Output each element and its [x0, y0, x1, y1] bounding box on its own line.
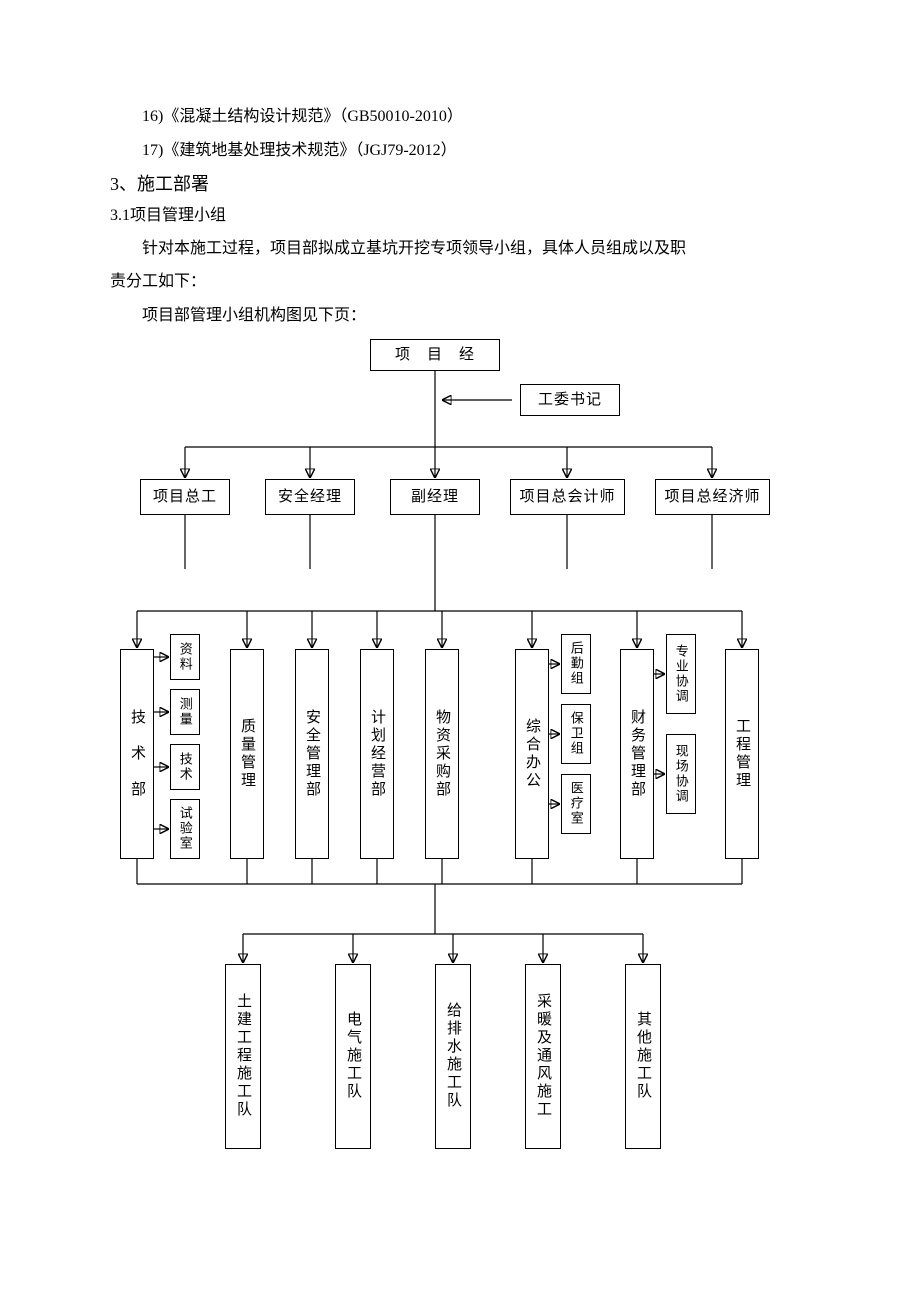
heading-3-1: 3.1项目管理小组	[110, 201, 810, 231]
list-item-16: 16)《混凝土结构设计规范》（GB50010-2010）	[110, 100, 810, 134]
org-node-sec: 工委书记	[520, 384, 620, 416]
org-node-safety: 安全管理部	[295, 649, 329, 859]
org-chart: 项 目 经工委书记项目总工安全经理副经理项目总会计师项目总经济师技 术 部资料测…	[100, 339, 820, 1169]
page: 16)《混凝土结构设计规范》（GB50010-2010） 17)《建筑地基处理技…	[0, 0, 920, 1302]
org-node-engMgmt: 工程管理	[725, 649, 759, 859]
org-node-finA: 专业协调	[666, 634, 696, 714]
heading-3: 3、施工部署	[110, 167, 810, 201]
paragraph-line-1: 针对本施工过程，项目部拟成立基坑开挖专项领导小组，具体人员组成以及职	[110, 232, 810, 266]
org-node-ce: 项目总工	[140, 479, 230, 515]
org-node-finB: 现场协调	[666, 734, 696, 814]
org-node-finance: 财务管理部	[620, 649, 654, 859]
org-node-techC: 技术	[170, 744, 200, 790]
list-item-17: 17)《建筑地基处理技术规范》（JGJ79-2012）	[110, 134, 810, 168]
org-node-offC: 医疗室	[561, 774, 591, 834]
org-node-quality: 质量管理	[230, 649, 264, 859]
org-node-office: 综合办公	[515, 649, 549, 859]
org-node-techDept: 技 术 部	[120, 649, 154, 859]
org-node-acct: 项目总会计师	[510, 479, 625, 515]
org-node-sm: 安全经理	[265, 479, 355, 515]
paragraph-line-2: 责分工如下：	[110, 265, 810, 299]
org-node-techB: 测量	[170, 689, 200, 735]
org-node-team2: 电气施工队	[335, 964, 371, 1149]
org-node-techD: 试验室	[170, 799, 200, 859]
org-node-pm: 项 目 经	[370, 339, 500, 371]
org-node-team3: 给排水施工队	[435, 964, 471, 1149]
org-node-offA: 后勤组	[561, 634, 591, 694]
org-node-techA: 资料	[170, 634, 200, 680]
org-node-team4: 采暖及通风施工	[525, 964, 561, 1149]
org-node-team1: 土建工程施工队	[225, 964, 261, 1149]
paragraph-line-3: 项目部管理小组机构图见下页：	[110, 299, 810, 333]
org-node-team5: 其他施工队	[625, 964, 661, 1149]
org-node-plan: 计划经营部	[360, 649, 394, 859]
org-node-econ: 项目总经济师	[655, 479, 770, 515]
org-node-offB: 保卫组	[561, 704, 591, 764]
org-node-dm: 副经理	[390, 479, 480, 515]
org-node-material: 物资采购部	[425, 649, 459, 859]
